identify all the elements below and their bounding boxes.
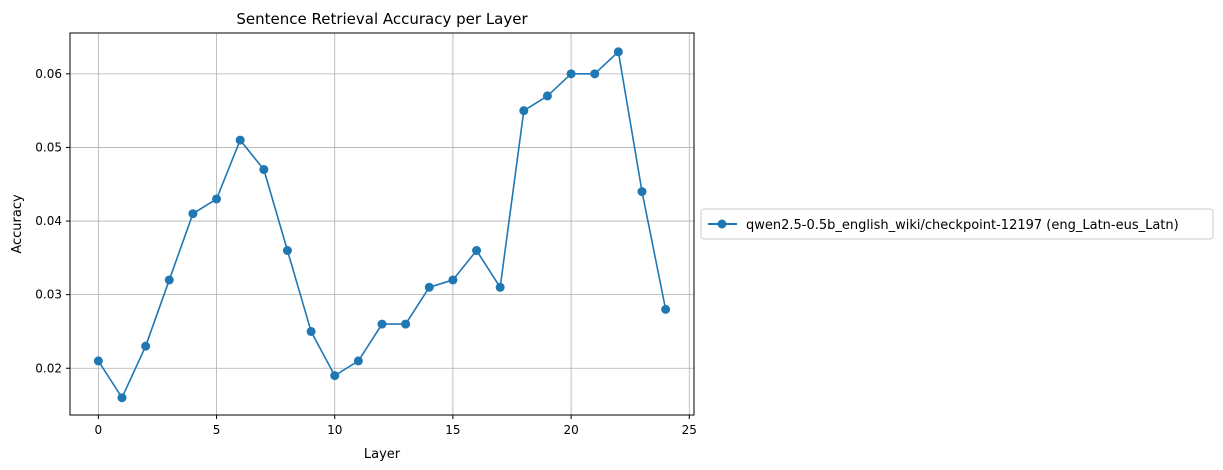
data-point-marker [401, 319, 411, 329]
data-point-marker [235, 135, 245, 145]
data-point-marker [613, 47, 623, 57]
data-point-marker [519, 106, 529, 116]
plot-area-frame [69, 32, 695, 416]
data-point-marker [637, 187, 647, 197]
x-tick-label: 15 [445, 423, 460, 437]
x-axis-ticks: 0 5 10 15 20 25 [95, 415, 697, 437]
x-tick-label: 25 [682, 423, 697, 437]
chart-title: Sentence Retrieval Accuracy per Layer [236, 10, 528, 28]
data-point-marker [117, 393, 127, 403]
data-point-marker [377, 319, 387, 329]
legend-series-label: qwen2.5-0.5b_english_wiki/checkpoint-121… [746, 218, 1179, 233]
y-tick-label: 0.02 [35, 361, 62, 375]
x-tick-label: 20 [563, 423, 578, 437]
y-axis-label: Accuracy [10, 194, 25, 254]
data-point-marker [164, 275, 174, 285]
data-point-marker [188, 209, 198, 219]
data-point-marker [259, 165, 269, 175]
y-axis-ticks: 0.02 0.03 0.04 0.05 0.06 [35, 67, 70, 375]
y-tick-label: 0.06 [35, 67, 62, 81]
y-tick-label: 0.05 [35, 140, 62, 154]
y-tick-label: 0.04 [35, 214, 62, 228]
data-point-marker [306, 326, 316, 336]
x-axis-label: Layer [364, 447, 401, 462]
data-point-marker [330, 371, 340, 381]
data-point-marker [566, 69, 576, 79]
data-point-marker [661, 304, 671, 314]
x-tick-label: 10 [327, 423, 342, 437]
x-tick-label: 5 [213, 423, 221, 437]
legend: qwen2.5-0.5b_english_wiki/checkpoint-121… [700, 208, 1214, 240]
series-layer [93, 47, 671, 403]
data-point-marker [495, 282, 505, 292]
data-point-marker [212, 194, 222, 204]
y-tick-label: 0.03 [35, 288, 62, 302]
x-tick-label: 0 [95, 423, 103, 437]
data-point-marker [282, 245, 292, 255]
data-point-marker [141, 341, 151, 351]
data-point-marker [472, 245, 482, 255]
data-point-marker [424, 282, 434, 292]
legend-marker-swatch [717, 219, 727, 229]
data-point-marker [542, 91, 552, 101]
legend-box [700, 208, 1214, 240]
data-point-marker [353, 356, 363, 366]
data-point-marker [448, 275, 458, 285]
data-point-marker [590, 69, 600, 79]
data-point-marker [93, 356, 103, 366]
